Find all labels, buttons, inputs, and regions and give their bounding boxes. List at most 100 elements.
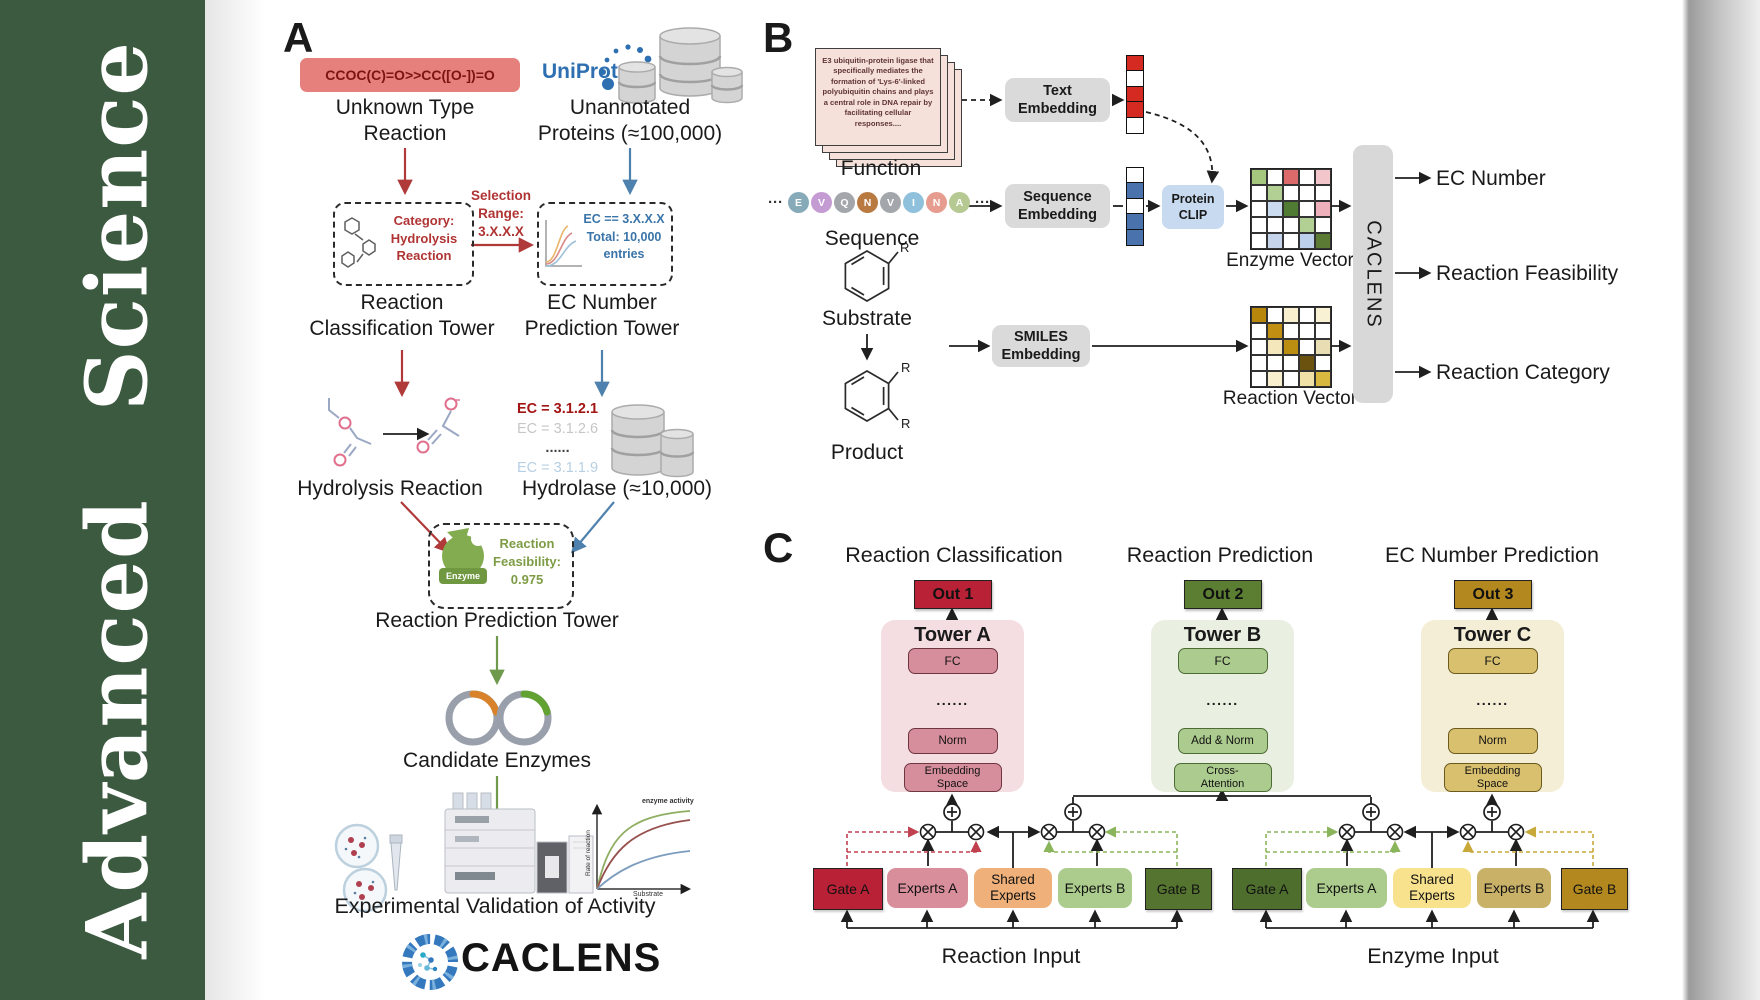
tower-a-title: Tower A <box>914 624 991 646</box>
arrow-hydrolase-diag <box>571 501 615 554</box>
enzyme-vector-label: Enzyme Vector <box>1226 250 1354 271</box>
grid-cell <box>1251 307 1267 323</box>
enzyme-badge: Enzyme <box>445 571 480 581</box>
function-label: Function <box>840 157 922 180</box>
ester-molecule-icon <box>328 398 372 467</box>
prediction-tower-label: Reaction Prediction Tower <box>375 609 619 632</box>
reaction-shared-experts: Shared Experts <box>974 868 1052 908</box>
journal-spine: Advanced Science <box>0 0 205 1000</box>
grid-cell <box>1251 339 1267 355</box>
grid-cell <box>1283 185 1299 201</box>
hydrolysis-label: Hydrolysis Reaction <box>297 477 483 500</box>
grid-cell <box>1299 339 1315 355</box>
caclens-logo <box>401 934 458 990</box>
tower-b-crossattention: Cross- Attention <box>1173 763 1272 792</box>
grid-cell <box>1283 371 1299 387</box>
sequence-label: Sequence <box>824 227 920 250</box>
ec-list-item: EC = 3.1.2.6 <box>517 420 599 437</box>
candidate-enzymes-label: Candidate Enzymes <box>403 749 591 772</box>
classification-tower-label: Reaction Classification Tower <box>309 291 495 340</box>
output-ec-number: EC Number <box>1436 167 1546 190</box>
amino-acid-circle: Q <box>834 192 855 213</box>
ec-list-item: ...... <box>545 440 570 457</box>
grid-cell <box>1283 217 1299 233</box>
grid-cell <box>1315 371 1331 387</box>
panel-a-label: A <box>283 14 314 61</box>
out2-box: Out 2 <box>1184 580 1262 609</box>
product-molecule <box>844 370 899 422</box>
panel-c-label: C <box>763 524 794 571</box>
enzyme-vector-grid <box>1250 168 1332 250</box>
grid-cell <box>1267 371 1283 387</box>
tower-c-fc: FC <box>1447 648 1538 674</box>
reaction-input-label: Reaction Input <box>941 944 1081 968</box>
uniprot-logo-text: UniProt <box>542 60 618 83</box>
ec-range-box <box>537 202 673 286</box>
column-reaction-prediction: Reaction Prediction <box>1126 543 1314 567</box>
tower-a: Tower A FC ...... Norm Embedding Space <box>881 620 1024 792</box>
caclens-module-text: CACLENS <box>1362 219 1385 329</box>
grid-cell <box>1315 185 1331 201</box>
tower-b-title: Tower B <box>1183 624 1262 646</box>
hplc-instrument-icon <box>444 792 594 894</box>
output-reaction-feasibility: Reaction Feasibility <box>1436 262 1619 285</box>
grid-cell <box>1299 371 1315 387</box>
ec-list-item: EC = 3.1.2.1 <box>517 401 599 417</box>
grid-cell <box>1315 233 1331 249</box>
grid-cell <box>1299 233 1315 249</box>
grid-cell <box>1299 323 1315 339</box>
r-group-1: R <box>900 240 910 255</box>
amino-acid-circle: V <box>880 192 901 213</box>
ec-tower-label: EC Number Prediction Tower <box>524 291 680 340</box>
ec-range-text: EC == 3.X.X.X Total: 10,000 entries <box>583 212 665 261</box>
feasibility-box <box>428 523 574 609</box>
grid-cell <box>1251 355 1267 371</box>
grid-cell <box>1315 307 1331 323</box>
r-group-2: R <box>901 360 911 375</box>
text-embedding-box: Text Embedding <box>1005 78 1110 122</box>
caclens-brand-text: CACLENS <box>461 936 662 980</box>
grid-cell <box>1315 217 1331 233</box>
smiles-embedding-box: SMILES Embedding <box>992 325 1090 367</box>
reaction-gate-a: Gate A <box>813 868 883 910</box>
activity-plot-axes <box>591 803 692 895</box>
unknown-reaction-label: Unknown Type Reaction <box>335 96 475 145</box>
plasmid-icons <box>445 690 552 746</box>
validation-label: Experimental Validation of Activity <box>334 894 656 918</box>
reaction-experts-a: Experts A <box>887 868 968 908</box>
grid-cell <box>1267 185 1283 201</box>
ec-list-item: EC = 3.1.1.9 <box>517 459 599 476</box>
sequence-embedding-box: Sequence Embedding <box>1005 184 1110 228</box>
page-left-shadow <box>205 0 265 1000</box>
grid-cell <box>1299 307 1315 323</box>
grid-cell <box>1299 201 1315 217</box>
journal-title: Advanced Science <box>67 41 167 959</box>
column-ec-number-prediction: EC Number Prediction <box>1385 543 1599 567</box>
unannotated-proteins-label: Unannotated Proteins (≈100,000) <box>537 96 723 145</box>
sequence-ellipsis: ··· <box>768 194 783 211</box>
grid-cell <box>1251 169 1267 185</box>
caclens-module-bar: CACLENS <box>1353 145 1393 403</box>
grid-cell <box>1283 339 1299 355</box>
vector-cell <box>1126 166 1144 184</box>
grid-cell <box>1315 169 1331 185</box>
hydrolase-label: Hydrolase (≈10,000) <box>521 477 713 500</box>
grid-cell <box>1315 323 1331 339</box>
function-card-text: E3 ubiquitin-protein ligase that specifi… <box>822 56 934 128</box>
substrate-axis-label: Substrate <box>633 891 663 898</box>
grid-cell <box>1267 169 1283 185</box>
protein-clip-box: Protein CLIP <box>1162 185 1224 229</box>
panel-b-label: B <box>763 14 794 61</box>
tower-a-fc: FC <box>907 648 998 674</box>
grid-cell <box>1299 355 1315 371</box>
sequence-ellipsis: ··· <box>975 194 990 211</box>
vector-cell <box>1126 197 1144 215</box>
feasibility-text: Reaction Feasibility: 0.975 <box>493 536 561 588</box>
grid-cell <box>1299 185 1315 201</box>
database-stack-icon <box>617 27 744 104</box>
grid-cell <box>1251 201 1267 217</box>
tower-c: Tower C FC ...... Norm Embedding Space <box>1421 620 1564 792</box>
tower-b-addnorm: Add & Norm <box>1177 728 1268 754</box>
r-group-3: R <box>901 416 911 431</box>
